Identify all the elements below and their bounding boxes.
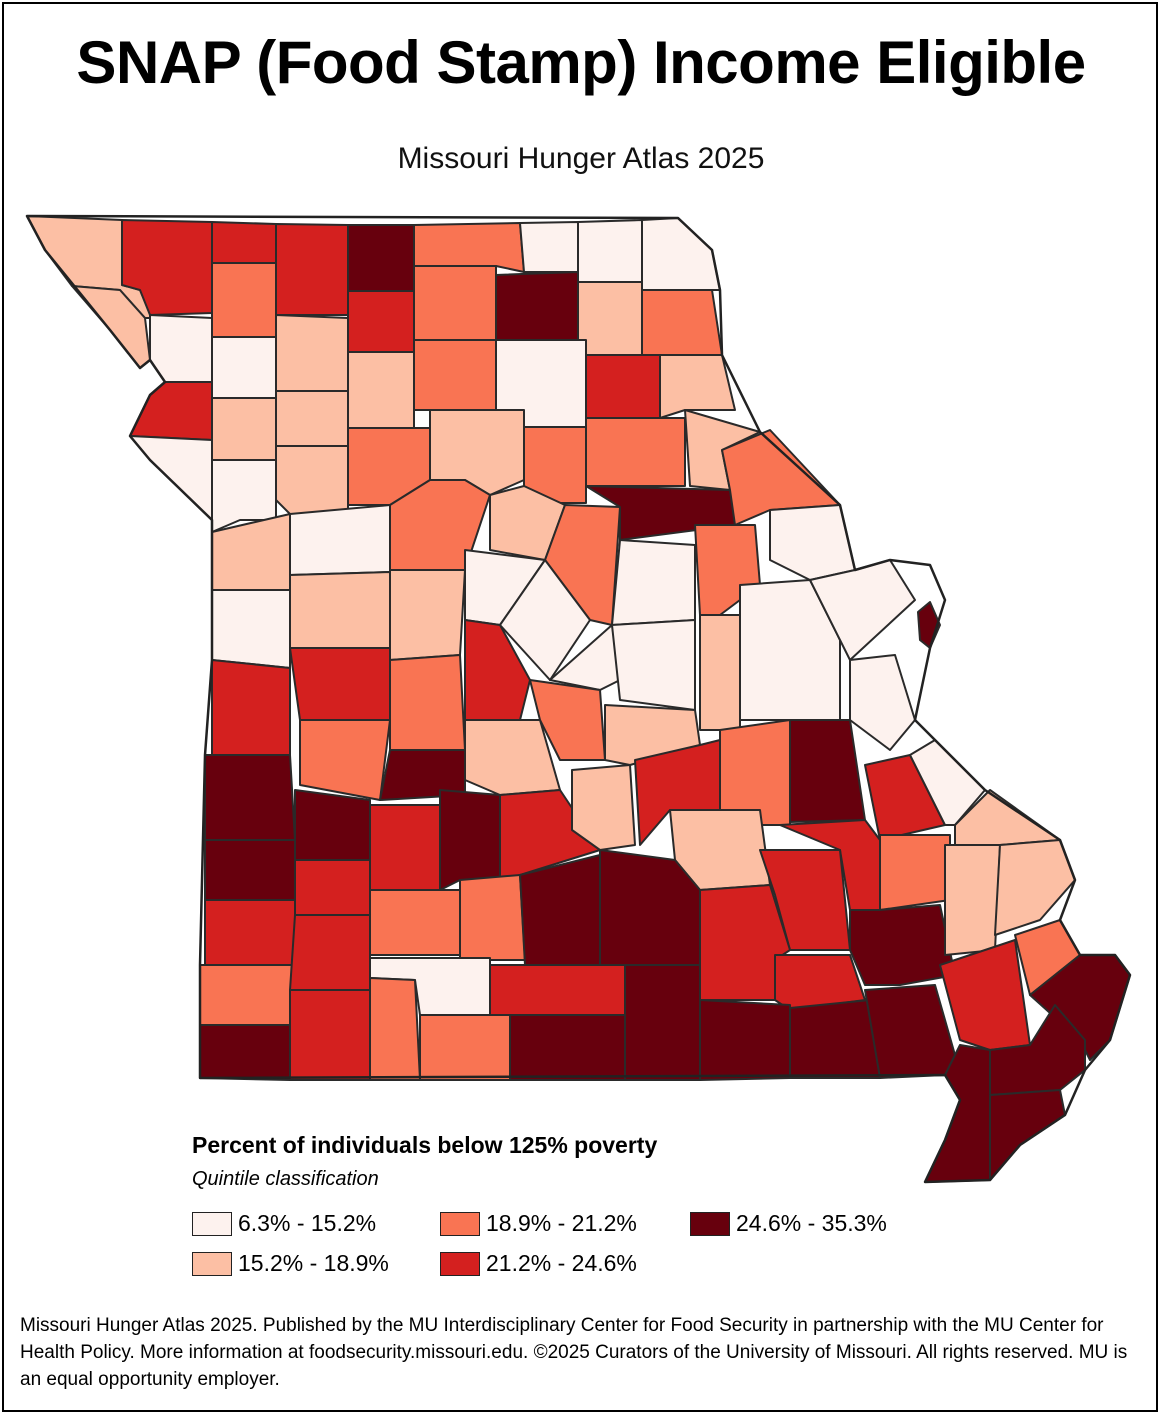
legend-label: 24.6% - 35.3% — [736, 1210, 887, 1236]
county — [879, 834, 951, 911]
legend-item: 21.2% - 24.6% — [440, 1250, 637, 1277]
county — [199, 964, 296, 1026]
county — [204, 899, 296, 966]
county — [413, 339, 497, 411]
county — [289, 571, 391, 649]
county — [519, 221, 579, 273]
county — [211, 262, 277, 338]
county — [199, 1024, 291, 1081]
footer-credits: Missouri Hunger Atlas 2025. Published by… — [20, 1315, 1128, 1390]
county — [289, 989, 371, 1081]
legend-title: Percent of individuals below 125% povert… — [192, 1132, 658, 1158]
legend-swatch — [690, 1211, 730, 1236]
county — [994, 839, 1076, 936]
legend-swatch — [192, 1211, 232, 1236]
legend-label: 6.3% - 15.2% — [238, 1210, 377, 1236]
missouri-county-map — [25, 214, 1132, 1184]
county — [641, 217, 721, 291]
county — [849, 654, 916, 751]
county — [413, 222, 525, 273]
county — [789, 719, 866, 823]
county — [939, 939, 1031, 1051]
legend-label: 18.9% - 21.2% — [486, 1210, 637, 1236]
county — [789, 999, 881, 1079]
county — [289, 504, 391, 576]
legend-item: 18.9% - 21.2% — [440, 1210, 637, 1237]
county — [289, 914, 371, 991]
map-subtitle: Missouri Hunger Atlas 2025 — [397, 142, 765, 175]
county — [275, 314, 349, 392]
county — [464, 619, 531, 721]
legend-item: 6.3% - 15.2% — [192, 1210, 376, 1237]
map-title: SNAP (Food Stamp) Income Eligible — [76, 29, 1086, 96]
county — [211, 397, 277, 461]
county — [211, 589, 291, 669]
county — [389, 654, 466, 751]
county — [369, 977, 421, 1081]
county — [204, 754, 296, 841]
county — [495, 271, 579, 341]
county — [275, 223, 349, 316]
legend-swatch — [440, 1211, 480, 1236]
county — [529, 679, 606, 761]
county — [849, 904, 956, 986]
county — [523, 426, 587, 504]
county — [211, 659, 291, 756]
county — [641, 289, 723, 356]
county — [489, 964, 626, 1016]
county — [509, 1014, 626, 1081]
county — [864, 984, 956, 1079]
county — [577, 281, 643, 356]
county — [699, 999, 791, 1081]
county — [439, 789, 501, 891]
county — [204, 839, 296, 901]
county — [571, 764, 636, 851]
county — [299, 719, 391, 801]
county — [211, 221, 277, 264]
county — [659, 354, 736, 419]
county — [419, 1014, 511, 1081]
state-outline — [25, 214, 1132, 1184]
county — [294, 859, 371, 916]
county — [294, 789, 371, 861]
legend-swatch — [192, 1251, 232, 1276]
county — [611, 619, 696, 711]
county — [459, 874, 526, 961]
county — [275, 445, 349, 515]
county — [347, 351, 415, 429]
county — [211, 336, 277, 399]
county — [289, 647, 391, 721]
county — [577, 219, 643, 283]
legend-item: 15.2% - 18.9% — [192, 1250, 389, 1277]
county — [519, 854, 601, 966]
legend-subtitle: Quintile classification — [192, 1168, 379, 1190]
county — [759, 849, 851, 951]
county — [611, 539, 696, 626]
county — [389, 569, 466, 661]
county — [624, 964, 701, 1081]
county — [739, 579, 841, 721]
legend-label: 15.2% - 18.9% — [238, 1250, 389, 1276]
county — [369, 889, 461, 956]
county — [544, 504, 621, 626]
legend-label: 21.2% - 24.6% — [486, 1250, 637, 1276]
county — [585, 354, 661, 428]
legend-item: 24.6% - 35.3% — [690, 1210, 887, 1237]
county — [944, 844, 1001, 956]
legend-swatch — [440, 1251, 480, 1276]
county — [369, 804, 441, 891]
county — [275, 390, 349, 447]
county — [347, 290, 415, 353]
county — [585, 417, 686, 487]
county — [909, 739, 986, 826]
county — [699, 614, 741, 731]
county — [413, 265, 497, 341]
county — [347, 224, 415, 292]
